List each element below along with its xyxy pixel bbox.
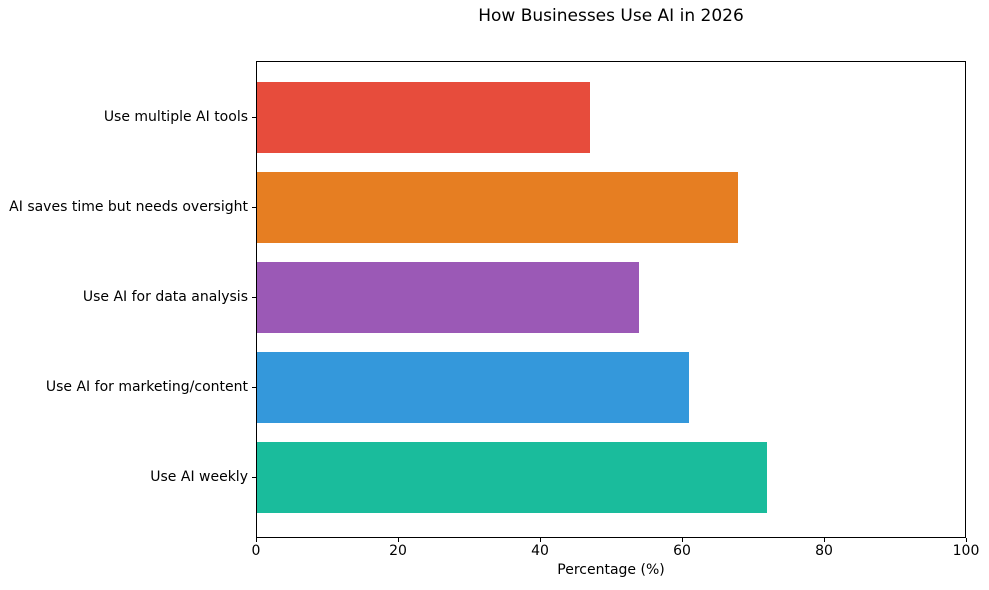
x-tick-label: 60: [673, 543, 691, 559]
bar-3: [257, 262, 640, 333]
x-tick-label: 20: [389, 543, 407, 559]
x-tick-label: 80: [815, 543, 833, 559]
y-tick-mark: [252, 296, 256, 298]
x-tick-label: 40: [531, 543, 549, 559]
x-tick-mark: [824, 538, 825, 542]
y-tick-label: Use AI weekly: [150, 468, 248, 485]
x-tick-mark: [256, 538, 257, 542]
y-tick-mark: [252, 206, 256, 208]
bar-5: [257, 442, 767, 513]
bar-2: [257, 172, 739, 243]
y-tick-label: AI saves time but needs oversight: [9, 198, 248, 215]
x-axis-title: Percentage (%): [557, 562, 665, 578]
x-tick-mark: [540, 538, 541, 542]
x-tick-mark: [398, 538, 399, 542]
bar-4: [257, 352, 689, 423]
x-tick-label: 0: [251, 543, 261, 559]
y-tick-label: Use multiple AI tools: [103, 108, 248, 125]
x-tick-label: 100: [952, 543, 980, 559]
y-tick-label: Use AI for marketing/content: [45, 378, 248, 395]
y-tick-mark: [252, 386, 256, 388]
y-tick-label: Use AI for data analysis: [82, 288, 248, 305]
chart-title: How Businesses Use AI in 2026: [478, 6, 744, 26]
y-tick-mark: [252, 116, 256, 118]
x-tick-mark: [966, 538, 967, 542]
bar-1: [257, 82, 590, 153]
plot-area: [256, 61, 966, 538]
x-tick-mark: [682, 538, 683, 542]
y-tick-mark: [252, 476, 256, 478]
